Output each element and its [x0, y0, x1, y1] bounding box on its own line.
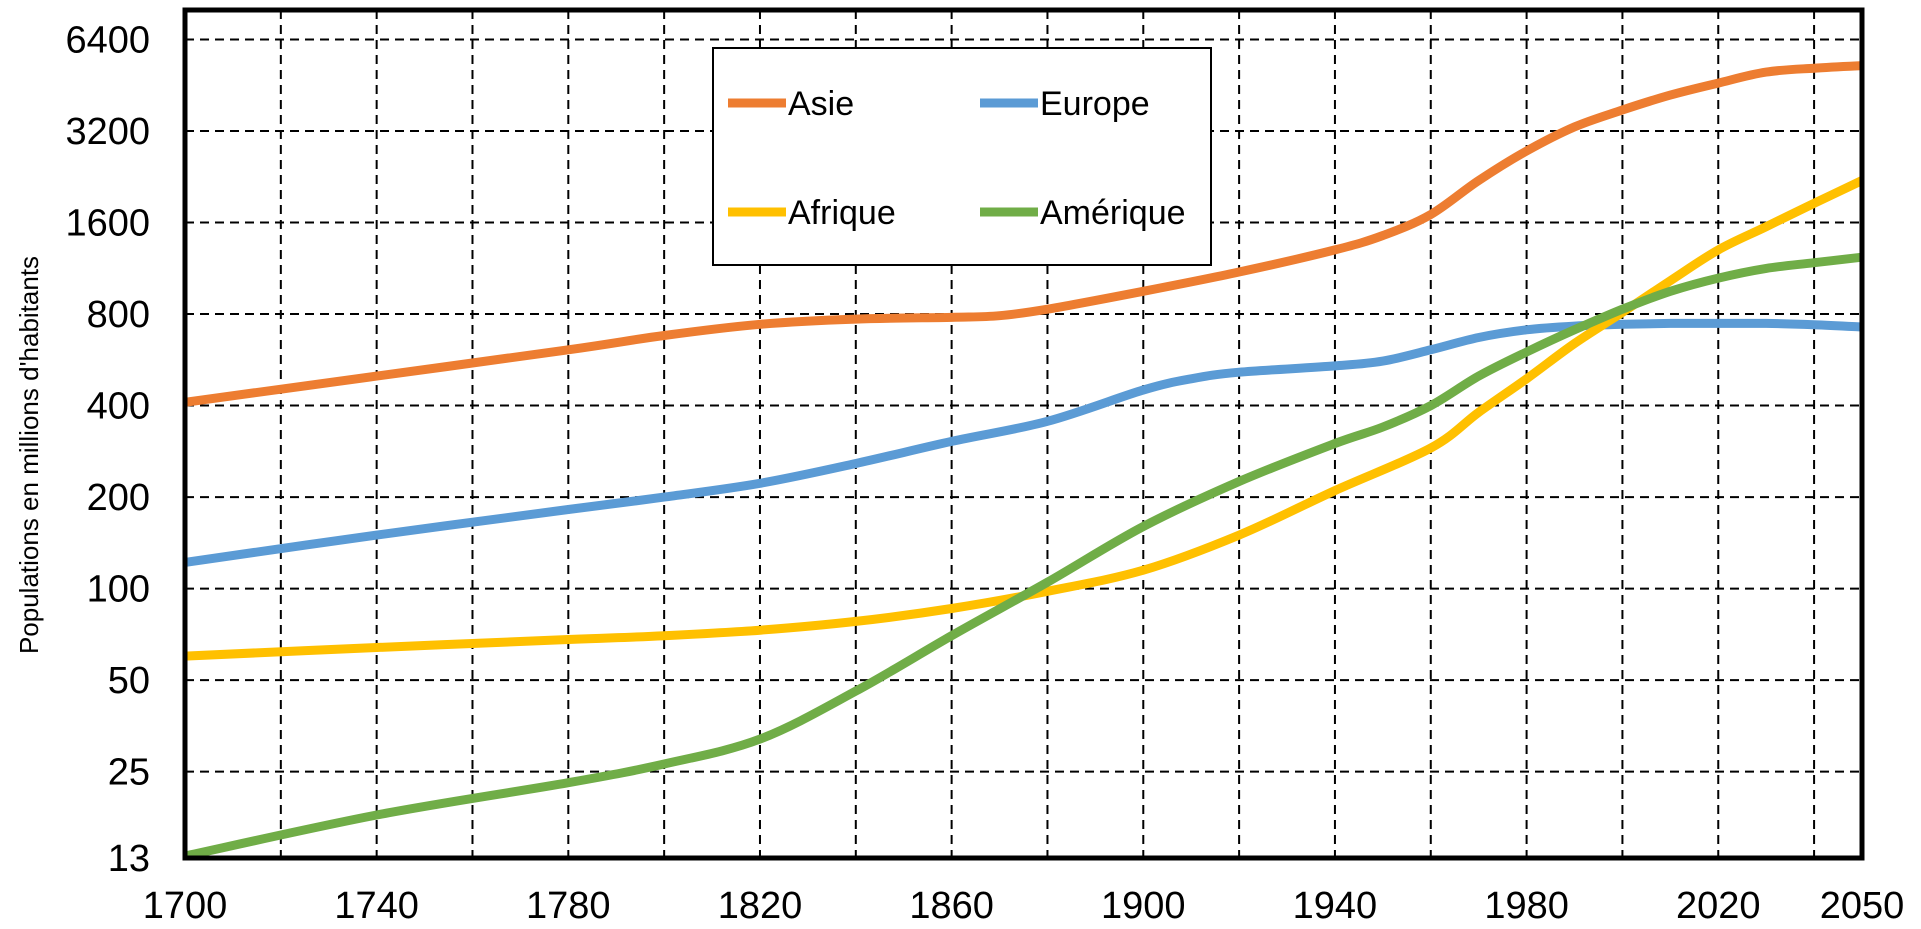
- y-tick-label: 13: [108, 838, 150, 880]
- x-tick-label: 2020: [1676, 885, 1761, 927]
- series-line-asie: [184, 61, 1863, 407]
- x-axis-ticks: 1700 1740 1780 1820 1860 1900 1940 1980 2020 2050: [143, 885, 1905, 927]
- x-tick-label: 1860: [909, 885, 994, 927]
- x-tick-label: 1940: [1293, 885, 1378, 927]
- y-axis-label: Populations en millions d'habitants: [14, 256, 44, 654]
- legend-label-afrique: Afrique: [788, 194, 896, 232]
- y-tick-label: 1600: [65, 203, 150, 245]
- y-tick-label: 100: [87, 569, 150, 611]
- x-tick-label: 1980: [1484, 885, 1569, 927]
- y-tick-label: 6400: [65, 19, 150, 61]
- x-tick-label: 1740: [334, 885, 419, 927]
- series-line-europe: [184, 318, 1863, 567]
- series-line-amerique: [184, 252, 1863, 861]
- x-tick-label: 1900: [1101, 885, 1186, 927]
- x-tick-label: 1700: [143, 885, 228, 927]
- legend: Asie Europe Afrique Amérique: [712, 47, 1212, 266]
- legend-items: Asie Europe Afrique Amérique: [728, 85, 1186, 232]
- plot-area-frame: [182, 7, 1865, 861]
- series-line-afrique: [184, 176, 1864, 661]
- x-tick-label: 2050: [1820, 885, 1905, 927]
- y-tick-label: 800: [87, 294, 150, 336]
- legend-box: [712, 47, 1212, 266]
- legend-label-asie: Asie: [788, 85, 854, 123]
- y-tick-label: 200: [87, 477, 150, 519]
- y-tick-label: 3200: [65, 111, 150, 153]
- y-tick-label: 50: [108, 660, 150, 702]
- series-lines: [184, 61, 1864, 861]
- x-tick-label: 1820: [718, 885, 803, 927]
- y-axis-ticks: 13 25 50 100 200 400 800 1600 3200 6400: [65, 19, 150, 880]
- y-tick-label: 400: [87, 386, 150, 428]
- legend-label-amerique: Amérique: [1040, 194, 1186, 232]
- legend-label-europe: Europe: [1040, 85, 1150, 123]
- y-tick-label: 25: [108, 752, 150, 794]
- x-tick-label: 1780: [526, 885, 611, 927]
